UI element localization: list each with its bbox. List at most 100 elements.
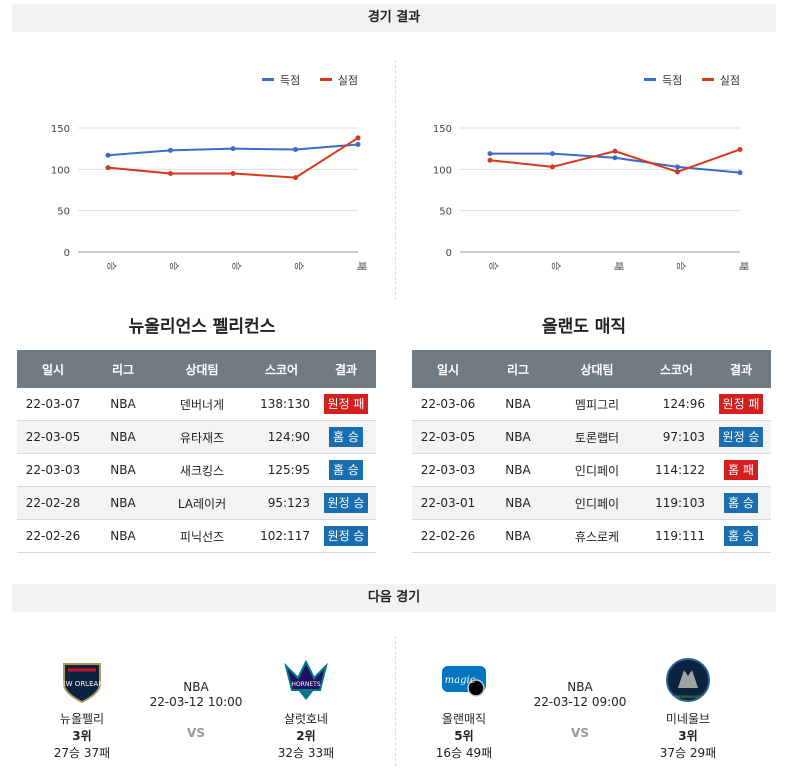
data-point-conceded — [550, 164, 555, 170]
cell-opponent: 덴버너게 — [157, 388, 247, 421]
x-tick-label: 패 — [355, 261, 367, 270]
cell-score: 138:130 — [247, 388, 316, 421]
chart-magic-svg: 0 50 100 150 승 승 패 승 패 — [433, 124, 749, 271]
home-team[interactable]: magic 올랜매직 5위 16승 49패 — [414, 656, 514, 761]
legend-conceded-label: 실점 — [719, 73, 740, 87]
cell-league: NBA — [484, 519, 552, 553]
table-row: 22-03-05 NBA 토론랩터 97:103 원정 승 — [412, 420, 771, 454]
cell-score: 114:122 — [642, 453, 711, 487]
game-info: NBA 22-03-12 10:00 — [146, 680, 246, 709]
cell-league: NBA — [484, 486, 552, 520]
table-row: 22-03-03 NBA 새크킹스 125:95 홈 승 — [17, 453, 376, 487]
table-row: 22-02-26 NBA 피닉선즈 102:117 원정 승 — [17, 519, 376, 553]
table-row: 22-03-03 NBA 인디페이 114:122 홈 패 — [412, 453, 771, 487]
x-tick-label: 패 — [737, 261, 749, 270]
table-row: 22-03-07 NBA 덴버너게 138:130 원정 패 — [17, 388, 376, 421]
cell-score: 124:90 — [247, 420, 316, 454]
col-league: 리그 — [484, 350, 552, 388]
result-badge: 홈 승 — [329, 427, 363, 447]
cell-score: 97:103 — [642, 420, 711, 454]
cell-result: 홈 승 — [711, 486, 771, 520]
cell-result: 홈 승 — [316, 453, 376, 487]
data-point-conceded — [487, 157, 493, 163]
cell-date: 22-03-03 — [17, 453, 89, 487]
away-team[interactable]: TIMBERWOLVES 미네울브 3위 37승 29패 — [638, 656, 738, 761]
y-tick-label: 100 — [433, 165, 452, 176]
pelicans-logo-text: NEW ORLEANS — [56, 680, 108, 688]
col-score: 스코어 — [642, 350, 711, 388]
data-point-scored — [168, 147, 173, 153]
col-opponent: 상대팀 — [157, 350, 247, 388]
legend-scored-label: 득점 — [662, 73, 683, 87]
vs-label: VS — [187, 726, 205, 740]
cell-result: 홈 승 — [316, 420, 376, 454]
cell-opponent: 인디페이 — [552, 486, 642, 520]
cell-date: 22-03-03 — [412, 453, 484, 487]
next-game-1: NEW ORLEANS 뉴올펠리 3위 27승 37패 NBA 22-03-12… — [16, 640, 376, 760]
result-badge: 원정 패 — [323, 394, 369, 414]
timberwolves-logo-icon: TIMBERWOLVES — [666, 658, 710, 702]
team-name: 올랜매직 — [441, 712, 487, 726]
results-table-pelicans: 일시 리그 상대팀 스코어 결과 22-03-07 NBA 덴버너게 138:1… — [17, 350, 376, 553]
cell-opponent: 토론랩터 — [552, 420, 642, 454]
legend-scored: 득점 — [262, 72, 300, 88]
team-record: 16승 49패 — [435, 746, 493, 760]
away-team[interactable]: HORNETS 샬럿호네 2위 32승 33패 — [256, 656, 356, 761]
legend-conceded-swatch — [319, 78, 332, 81]
cell-score: 119:111 — [642, 519, 711, 553]
data-point-scored — [612, 155, 618, 161]
results-table-magic: 일시 리그 상대팀 스코어 결과 22-03-06 NBA 멤피그리 124:9… — [412, 350, 771, 553]
column-divider — [395, 636, 396, 766]
chart-magic: 득점 실점 0 50 100 150 승 승 패 승 패 — [400, 60, 760, 290]
data-point-scored — [675, 164, 680, 170]
game-league: NBA — [567, 680, 593, 694]
cell-score: 102:117 — [247, 519, 316, 553]
col-opponent: 상대팀 — [552, 350, 642, 388]
data-point-conceded — [675, 169, 680, 175]
data-point-conceded — [355, 135, 361, 141]
chart-pelicans: 득점 실점 0 50 100 150 승 승 승 승 패 — [18, 60, 378, 290]
x-tick-label: 패 — [612, 261, 624, 270]
data-point-conceded — [230, 170, 236, 176]
cell-date: 22-03-07 — [17, 388, 89, 421]
cell-score: 95:123 — [247, 486, 316, 520]
y-tick-label: 0 — [446, 248, 452, 259]
col-result: 결과 — [711, 350, 771, 388]
cell-date: 22-02-26 — [17, 519, 89, 553]
team-rank: 3위 — [678, 729, 698, 743]
data-point-scored — [550, 151, 555, 157]
data-point-conceded — [105, 165, 111, 171]
hornets-logo-icon: HORNETS — [284, 659, 328, 700]
cell-date: 22-02-26 — [412, 519, 484, 553]
home-team[interactable]: NEW ORLEANS 뉴올펠리 3위 27승 37패 — [32, 656, 132, 761]
table-row: 22-03-06 NBA 멤피그리 124:96 원정 패 — [412, 388, 771, 421]
cell-score: 124:96 — [642, 388, 711, 421]
x-tick-label: 승 — [550, 261, 562, 270]
cell-league: NBA — [89, 486, 157, 520]
y-tick-label: 100 — [51, 165, 70, 176]
column-divider — [395, 60, 396, 300]
result-badge: 원정 패 — [718, 394, 764, 414]
data-point-conceded — [612, 148, 618, 154]
cell-opponent: 유타재즈 — [157, 420, 247, 454]
data-point-scored — [737, 170, 743, 176]
data-point-conceded — [737, 146, 743, 152]
hornets-logo-text: HORNETS — [291, 681, 320, 688]
x-tick-label: 승 — [675, 261, 687, 270]
legend-conceded: 실점 — [701, 72, 740, 88]
cell-opponent: 피닉선즈 — [157, 519, 247, 553]
col-result: 결과 — [316, 350, 376, 388]
cell-league: NBA — [89, 519, 157, 553]
table-row: 22-02-28 NBA LA레이커 95:123 원정 승 — [17, 486, 376, 520]
team-title-magic: 올랜도 매직 — [541, 317, 627, 337]
next-games-section-header: 다음 경기 — [12, 584, 776, 612]
cell-league: NBA — [484, 420, 552, 454]
cell-result: 홈 패 — [711, 453, 771, 487]
team-rank: 3위 — [72, 729, 92, 743]
legend-scored: 득점 — [644, 72, 682, 88]
cell-result: 홈 승 — [711, 519, 771, 553]
cell-date: 22-02-28 — [17, 486, 89, 520]
cell-date: 22-03-06 — [412, 388, 484, 421]
x-tick-label: 승 — [168, 261, 180, 270]
y-tick-label: 150 — [51, 124, 70, 135]
